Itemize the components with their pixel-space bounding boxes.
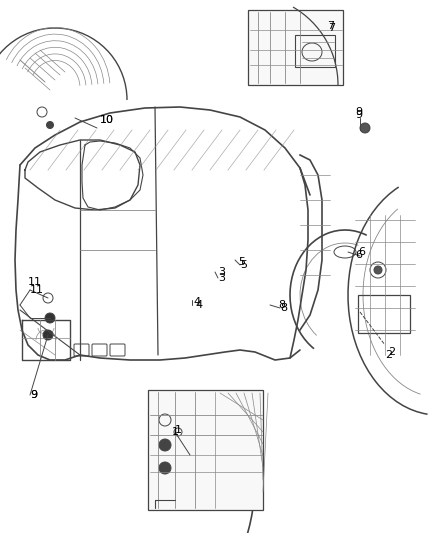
Text: 2: 2	[388, 347, 395, 357]
FancyBboxPatch shape	[248, 10, 343, 85]
Text: 6: 6	[355, 250, 362, 260]
Text: 10: 10	[100, 115, 114, 125]
Text: 9: 9	[30, 390, 37, 400]
Circle shape	[159, 439, 171, 451]
Text: 4: 4	[195, 300, 202, 310]
Text: 1: 1	[172, 427, 179, 437]
Text: 8: 8	[278, 300, 285, 310]
Text: 9: 9	[355, 110, 362, 120]
Circle shape	[45, 313, 55, 323]
Text: 8: 8	[280, 303, 287, 313]
Text: 3: 3	[218, 267, 225, 277]
FancyBboxPatch shape	[148, 390, 263, 510]
Circle shape	[159, 462, 171, 474]
Text: 9: 9	[30, 390, 37, 400]
Text: 6: 6	[358, 247, 365, 257]
Text: 11: 11	[28, 277, 42, 287]
Circle shape	[360, 123, 370, 133]
Text: 3: 3	[218, 273, 225, 283]
Circle shape	[46, 122, 53, 128]
Text: 11: 11	[30, 285, 44, 295]
Text: 5: 5	[240, 260, 247, 270]
Text: 9: 9	[355, 107, 362, 117]
Text: 10: 10	[100, 115, 114, 125]
Circle shape	[43, 330, 53, 340]
Text: 5: 5	[238, 257, 245, 267]
Text: 2: 2	[385, 350, 392, 360]
Text: 7: 7	[327, 21, 334, 31]
Text: 1: 1	[175, 425, 182, 435]
Text: 4: 4	[193, 297, 200, 307]
Text: 7: 7	[328, 23, 335, 33]
Circle shape	[374, 266, 382, 274]
